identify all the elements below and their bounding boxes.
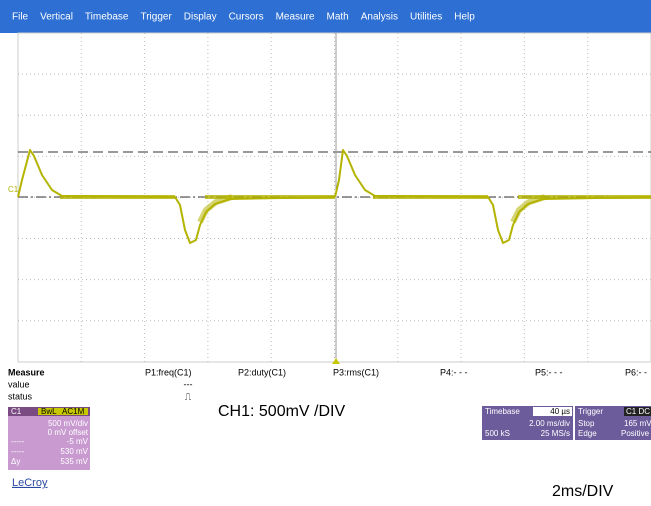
param-status: ⎍ — [185, 391, 192, 401]
param-name: P5:- - - — [535, 367, 563, 377]
param-value: --- — [184, 379, 193, 389]
menu-item[interactable]: Trigger — [140, 12, 172, 23]
param-name: P6:- - — [625, 367, 647, 377]
trigger-slope: Positive — [621, 429, 650, 438]
channel-marker: C1 — [8, 185, 19, 194]
channel-box — [8, 407, 90, 470]
horizontal-annotation: 2ms/DIV — [552, 483, 614, 500]
cursor-label: ----- — [11, 437, 25, 446]
cursor-label: ----- — [11, 447, 25, 456]
trace-noise — [197, 194, 546, 224]
trigger-level: 165 mV — [624, 419, 651, 428]
menu-item[interactable]: File — [12, 12, 29, 23]
param-name: P1:freq(C1) — [145, 367, 192, 377]
menu-item[interactable]: Measure — [276, 12, 315, 23]
timebase-delay: 40 µs — [550, 407, 570, 416]
row-label: value — [8, 379, 30, 389]
delta-label: Δy — [11, 457, 20, 466]
trigger-mode: Stop — [578, 419, 595, 428]
channel-flags — [38, 408, 88, 415]
menu-item[interactable]: Help — [454, 12, 475, 23]
param-name: P2:duty(C1) — [238, 367, 286, 377]
brand: LeCroy — [12, 477, 48, 489]
menu: File Vertical Timebase Trigger Display Cursor… — [12, 12, 475, 23]
menu-item[interactable]: Math — [327, 12, 349, 23]
trigger-marker — [332, 358, 340, 364]
cursor-value: -5 mV — [67, 437, 89, 446]
scale: 500 mV/div — [48, 419, 88, 428]
timebase-rate: 25 MS/s — [541, 429, 570, 438]
menu-bar — [0, 0, 651, 33]
menu-item[interactable]: Utilities — [410, 12, 442, 23]
offset: 0 mV offset — [48, 428, 89, 437]
menu-item[interactable]: Analysis — [361, 12, 398, 23]
row-label: status — [8, 391, 33, 401]
trigger-source: C1 DC — [626, 407, 650, 416]
delay-field — [533, 407, 572, 416]
trigger-title: Trigger — [578, 407, 603, 416]
cursor-value: 530 mV — [60, 447, 88, 456]
trigger-type: Edge — [578, 429, 597, 438]
channel-name: C1 — [11, 407, 22, 416]
delta-value: 535 mV — [60, 457, 88, 466]
measure-params: P1:freq(C1) P2:duty(C1) P3:rms(C1) P4:- - -… — [145, 367, 647, 377]
timebase-samples: 500 kS — [485, 429, 510, 438]
vertical-annotation: CH1: 500mV /DIV — [218, 403, 345, 420]
menu-item[interactable]: Display — [184, 12, 217, 23]
waveform — [17, 149, 651, 244]
menu-item[interactable]: Timebase — [85, 12, 129, 23]
trigger-source-field — [624, 407, 651, 416]
measure-title: Measure — [8, 367, 45, 377]
bwl: BwL — [41, 407, 57, 416]
param-name: P4:- - - — [440, 367, 468, 377]
timebase-scale: 2.00 ms/div — [529, 419, 570, 428]
param-name: P3:rms(C1) — [333, 367, 379, 377]
coupling: AC1M — [62, 407, 85, 416]
menu-item[interactable]: Cursors — [229, 12, 264, 23]
menu-item[interactable]: Vertical — [40, 12, 73, 23]
timebase-title: Timebase — [485, 407, 520, 416]
